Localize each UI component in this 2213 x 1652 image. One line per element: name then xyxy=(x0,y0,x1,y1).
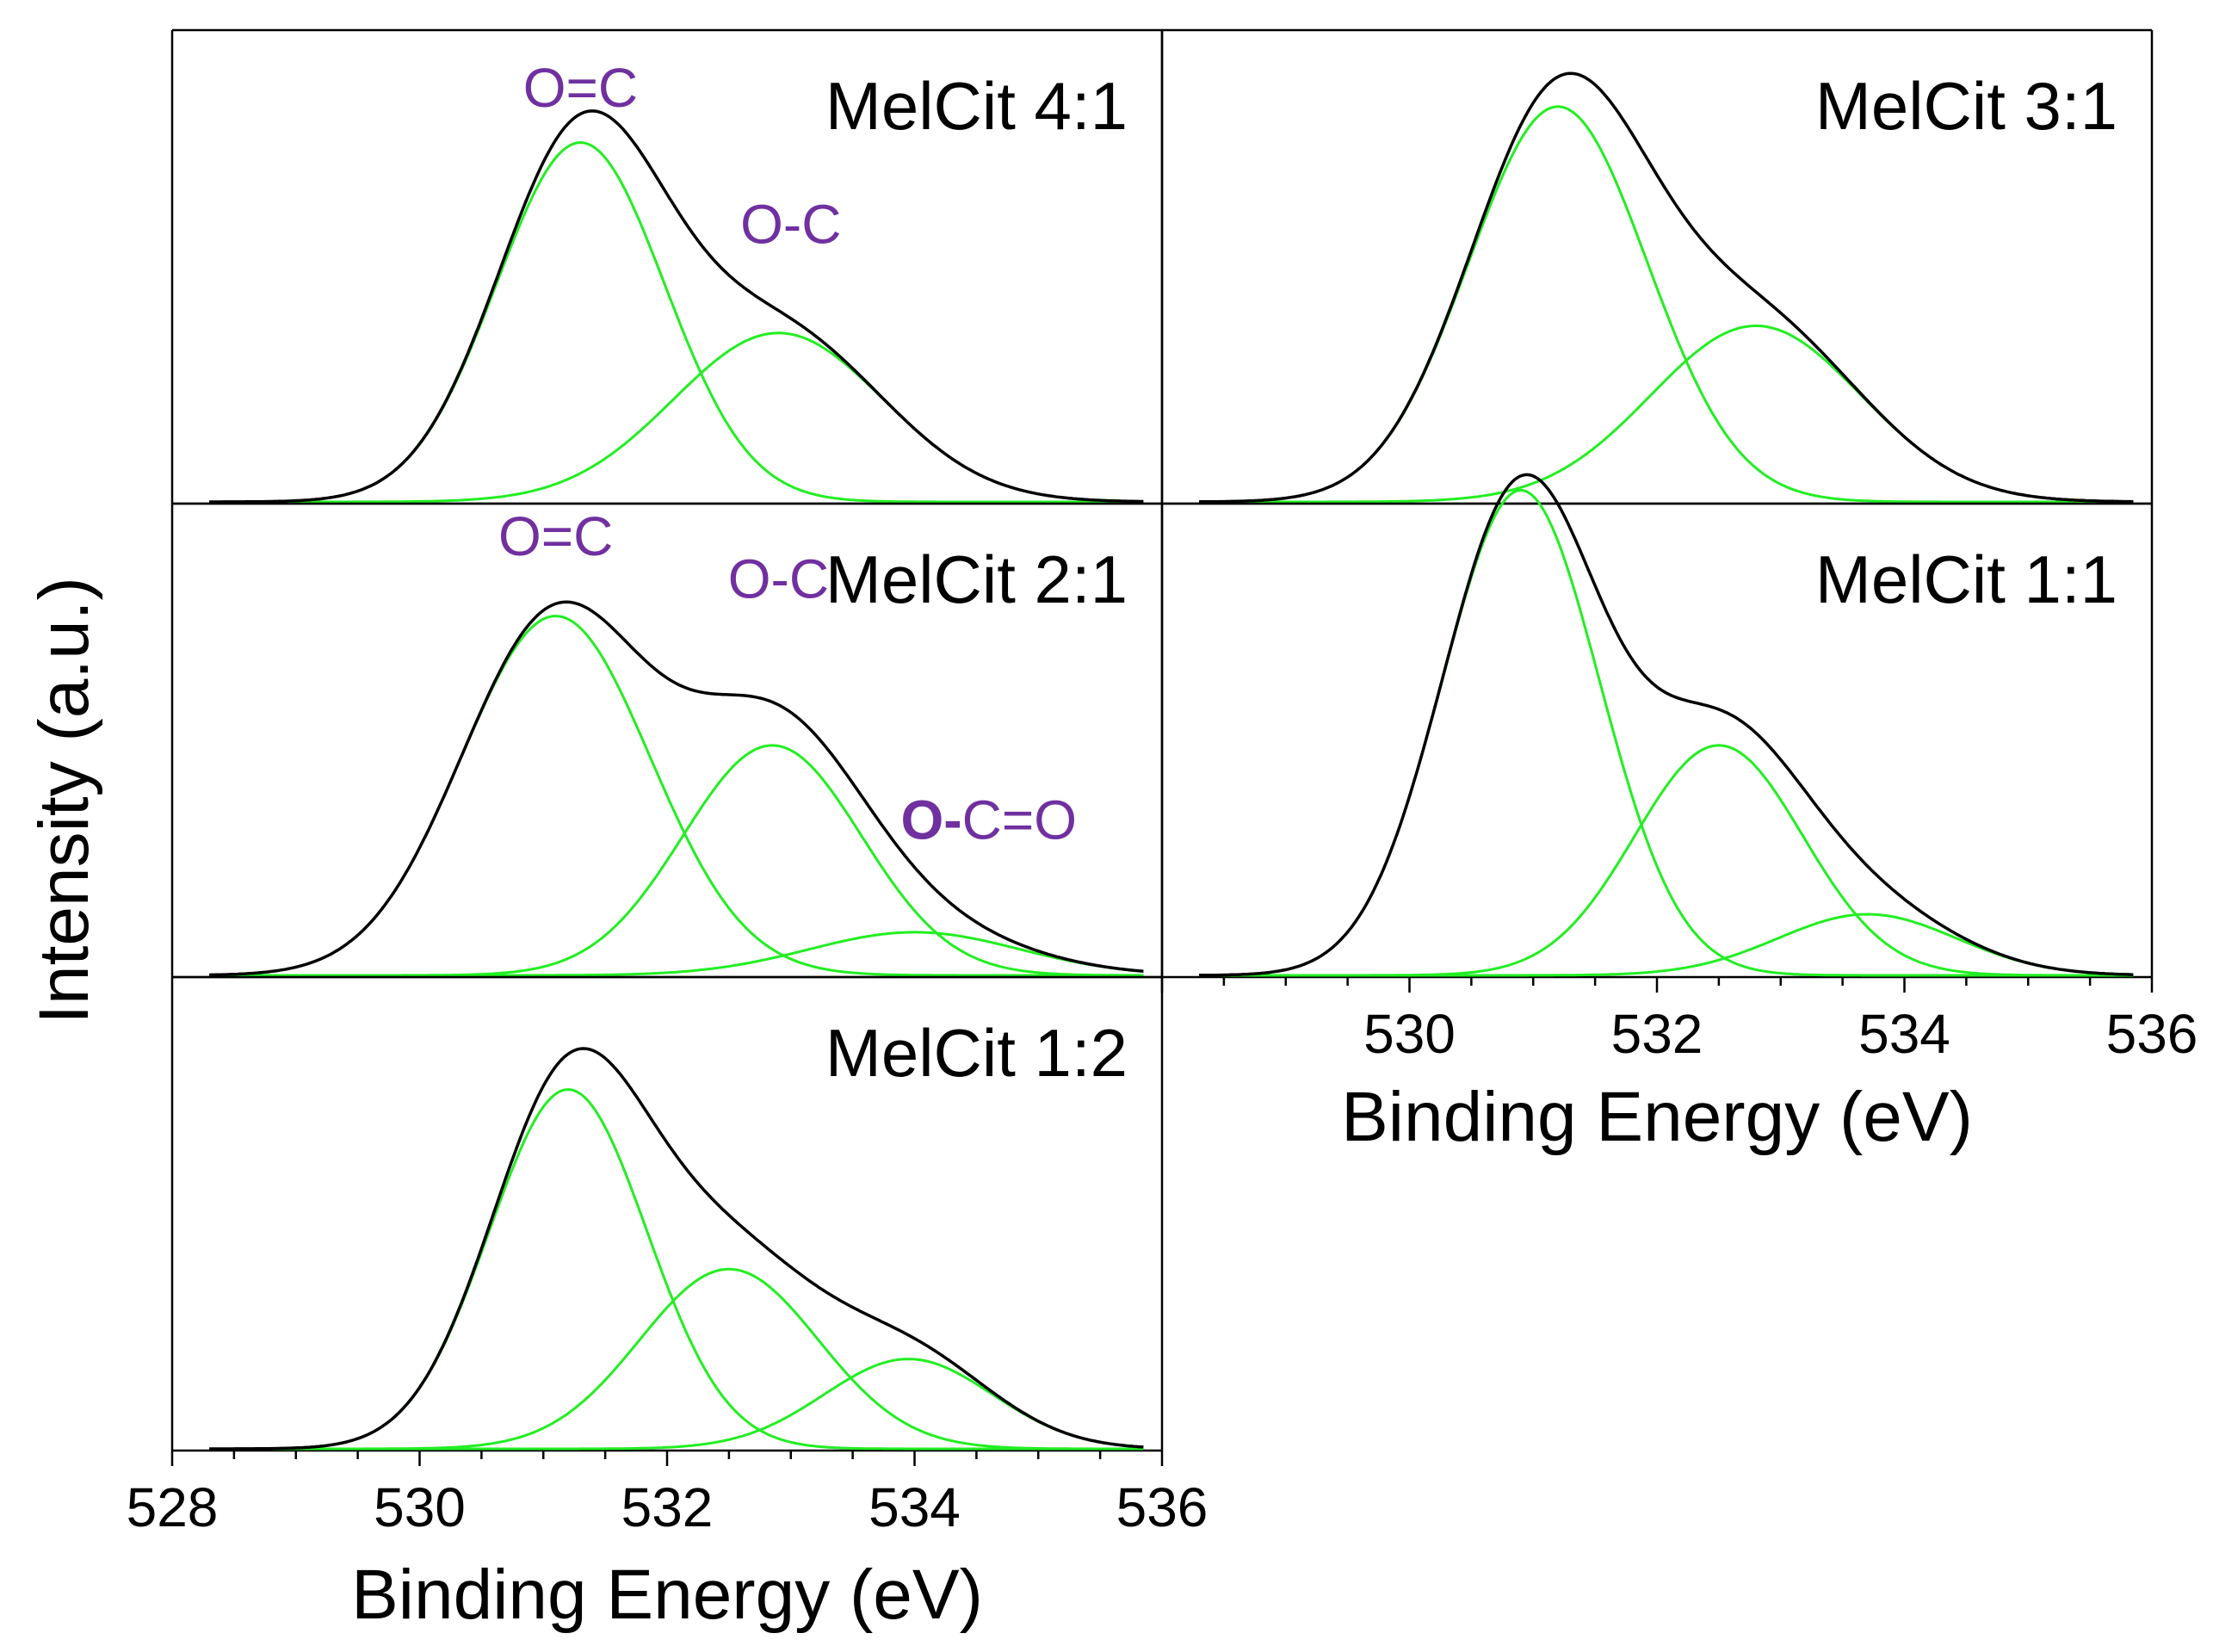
panel-melcit-1-2-x-tick-label: 532 xyxy=(621,1476,714,1538)
panel-melcit-1-1-x-tick-label: 530 xyxy=(1363,1003,1456,1065)
x-axis-label-left: Binding Energy (eV) xyxy=(351,1556,983,1634)
panel-melcit-1-1-x-tick-label: 536 xyxy=(2106,1003,2198,1065)
panel-melcit-2-1: MelCit 2:1 O=C O-C O-C=O xyxy=(170,502,1164,979)
panel-melcit-1-2-title: MelCit 1:2 xyxy=(825,1015,1128,1091)
panel-melcit-2-1-annotation-o-c: O-C xyxy=(728,548,829,610)
panel-melcit-1-2-x-tick-label: 536 xyxy=(1116,1476,1208,1538)
panel-melcit-2-1-annotation-o-c: O=C xyxy=(498,505,613,567)
panel-melcit-1-1: MelCit 1:1 530 532 534 536 xyxy=(1160,473,2198,1065)
panel-melcit-4-1-title: MelCit 4:1 xyxy=(825,68,1128,144)
panel-melcit-3-1-title: MelCit 3:1 xyxy=(1815,68,2117,144)
annotation-bold-part: O- xyxy=(901,789,962,851)
y-axis-label: Intensity (a.u.) xyxy=(25,577,103,1024)
panel-melcit-1-1-x-tick-label: 534 xyxy=(1858,1003,1950,1065)
panel-melcit-4-1-annotation-o-c: O=C xyxy=(523,57,638,119)
panel-melcit-1-2-envelope xyxy=(209,1047,1144,1451)
panel-melcit-1-2-x-tick-label: 528 xyxy=(127,1476,219,1538)
panel-melcit-1-1-x-tick-label: 532 xyxy=(1611,1003,1703,1065)
panel-melcit-1-1-title: MelCit 1:1 xyxy=(1815,541,2117,617)
panels-group: MelCit 4:1 O=C O-C MelCit 3:1 MelCit 2:1 O=C O… xyxy=(127,28,2198,1538)
panel-melcit-1-1-envelope xyxy=(1199,473,2134,977)
panel-melcit-2-1-title: MelCit 2:1 xyxy=(825,541,1128,617)
panel-melcit-1-2-component-o-c-o xyxy=(209,1358,1144,1451)
panel-melcit-1-2-x-tick-label: 530 xyxy=(374,1476,466,1538)
panel-melcit-4-1: MelCit 4:1 O=C O-C xyxy=(170,28,1164,505)
panel-melcit-1-2-x-tick-label: 534 xyxy=(869,1476,961,1538)
panel-melcit-3-1-envelope xyxy=(1199,71,2134,504)
panel-melcit-1-1-component-o-c-o xyxy=(1199,913,2134,977)
panel-melcit-4-1-envelope xyxy=(209,109,1144,504)
panel-melcit-2-1-annotation-o-c-o: O-C=O xyxy=(901,789,1077,851)
panel-melcit-2-1-envelope xyxy=(209,600,1144,977)
panel-melcit-4-1-annotation-o-c: O-C xyxy=(740,193,841,255)
x-axis-label-right: Binding Energy (eV) xyxy=(1341,1078,1973,1156)
annotation-rest-part: C=O xyxy=(962,789,1077,851)
panel-melcit-2-1-component-o-c-o xyxy=(209,931,1144,977)
panel-melcit-1-2: MelCit 1:2 528 530 532 534 536 xyxy=(127,975,1208,1538)
